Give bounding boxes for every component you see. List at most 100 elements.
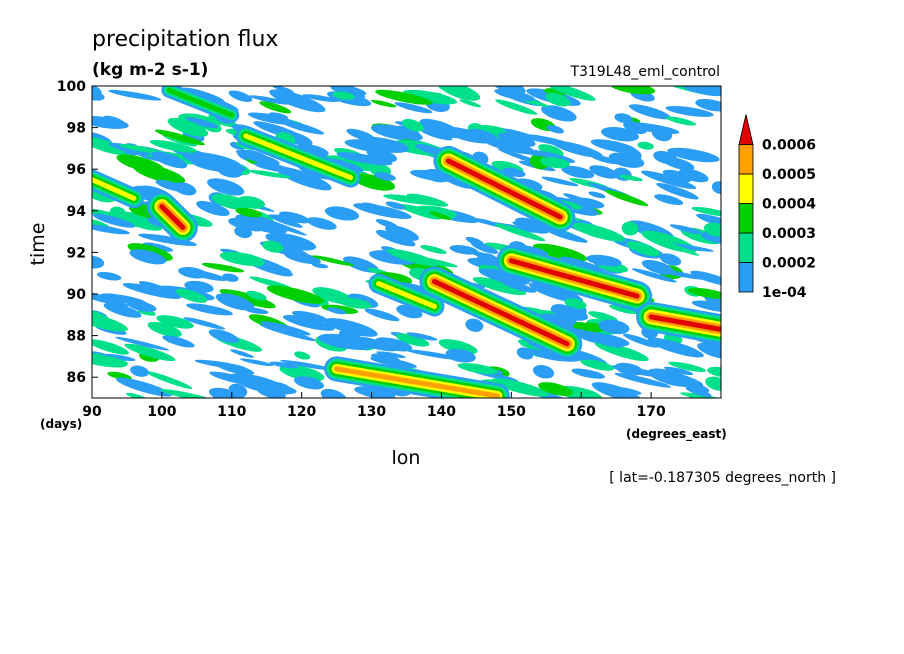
field-patch xyxy=(302,94,340,102)
field-patch xyxy=(375,219,398,229)
field-patch xyxy=(207,178,245,196)
field-patch xyxy=(541,176,579,187)
field-patch xyxy=(437,86,481,101)
field-patch xyxy=(494,223,546,242)
field-patch xyxy=(324,318,378,337)
field-patch xyxy=(608,86,656,95)
field-patch xyxy=(614,372,672,388)
y-tick-label: 96 xyxy=(67,162,86,178)
field-patch xyxy=(320,388,348,398)
field-patch xyxy=(265,232,317,251)
field-patch xyxy=(659,253,682,266)
field-patch xyxy=(92,136,129,156)
field-patch xyxy=(269,89,326,113)
field-patch xyxy=(147,321,182,338)
field-patch xyxy=(130,365,149,377)
field-patch xyxy=(293,376,325,390)
field-patch xyxy=(173,182,197,196)
field-patch xyxy=(386,248,439,267)
field-patch xyxy=(317,333,374,350)
field-patch xyxy=(588,311,618,322)
field-patch xyxy=(336,152,393,166)
field-patch xyxy=(92,213,136,228)
field-patch xyxy=(691,206,721,217)
field-patch xyxy=(228,90,253,102)
field-patch xyxy=(394,102,433,114)
field-patch xyxy=(122,283,181,299)
field-patch xyxy=(167,117,209,137)
field-patch xyxy=(523,245,549,256)
field-patch xyxy=(609,304,636,314)
field-patch xyxy=(516,347,534,360)
field-patch xyxy=(494,89,535,102)
field-patch xyxy=(608,152,645,168)
field-patch xyxy=(129,249,167,265)
field-patch xyxy=(703,222,721,237)
field-patch xyxy=(260,321,311,336)
field-patch xyxy=(279,211,310,224)
x-tick-label: 90 xyxy=(82,404,102,420)
field-patch xyxy=(149,140,198,153)
field-patch xyxy=(270,214,289,221)
y-tick-label: 100 xyxy=(57,79,86,95)
field-patch xyxy=(705,376,721,392)
field-patch xyxy=(118,144,165,154)
field-patch xyxy=(332,91,355,100)
field-patch xyxy=(477,253,498,266)
field-patch xyxy=(234,226,253,239)
field-patch xyxy=(539,313,574,331)
y-tick-label: 90 xyxy=(67,287,87,303)
field-patch xyxy=(235,207,262,218)
field-patch xyxy=(92,86,102,99)
field-patch xyxy=(138,233,197,246)
x-axis: 90 100 110 120 130 140 150 160 170 xyxy=(82,392,666,420)
field-patch xyxy=(102,353,136,362)
colorbar-level-label: 0.0006 xyxy=(762,138,816,154)
field-patch xyxy=(354,386,396,398)
run-label: T319L48_eml_control xyxy=(569,64,720,80)
field-patch xyxy=(229,349,254,358)
field-patch xyxy=(532,364,555,379)
colorbar-segment xyxy=(738,203,754,234)
field-patch xyxy=(586,254,622,267)
field-patch xyxy=(667,147,720,163)
field-patch xyxy=(420,245,447,254)
field-patch xyxy=(589,165,619,179)
field-patch xyxy=(219,289,276,309)
field-patch xyxy=(561,165,595,179)
field-patch xyxy=(96,271,122,281)
field-patch xyxy=(395,125,421,139)
field-patch xyxy=(185,117,219,129)
field-patch xyxy=(92,352,128,368)
colorbar-level-label: 0.0002 xyxy=(762,256,816,272)
y-tick-label: 98 xyxy=(67,121,86,137)
colorbar-segment xyxy=(738,262,754,293)
field-patch xyxy=(175,288,208,303)
field-patch xyxy=(324,206,360,221)
field-patch xyxy=(421,130,453,141)
field-patch xyxy=(353,173,396,191)
field-patch xyxy=(690,270,721,286)
field-patch xyxy=(465,318,484,332)
field-patch xyxy=(399,204,442,220)
field-patch xyxy=(647,368,694,387)
field-patch xyxy=(115,336,170,351)
field-patch xyxy=(419,118,463,139)
field-patch xyxy=(538,382,574,397)
field-patch xyxy=(162,335,195,348)
field-patch xyxy=(375,229,416,247)
field-patch xyxy=(506,146,547,157)
field-patch xyxy=(126,300,157,312)
field-patch xyxy=(296,144,329,157)
field-patch xyxy=(235,214,288,234)
field-patch xyxy=(116,154,166,174)
field-patch xyxy=(465,236,484,246)
field-patch xyxy=(219,251,266,267)
field-patch xyxy=(591,154,619,165)
field-patch xyxy=(222,273,239,282)
field-patch xyxy=(395,333,430,347)
field-patch xyxy=(641,170,697,190)
streak-7-level-3 xyxy=(243,133,354,181)
colorbar-segment xyxy=(738,173,754,204)
field-patch xyxy=(696,213,721,231)
